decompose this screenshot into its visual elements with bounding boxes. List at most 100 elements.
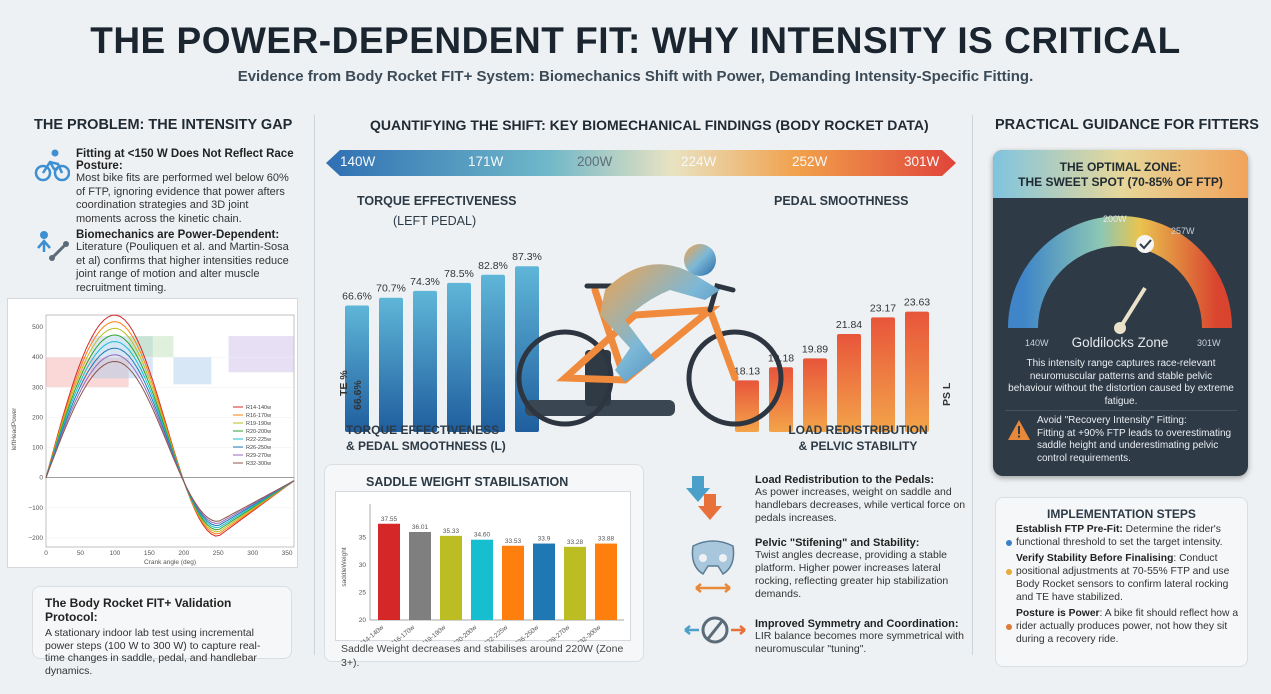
moment-legend-item: R19-190w	[246, 421, 271, 427]
saddle-x-tick: R22-225w	[482, 624, 509, 642]
guidance-section-title: PRACTICAL GUIDANCE FOR FITTERS	[995, 117, 1259, 133]
step-heading: Verify Stability Before Finalising	[1016, 552, 1174, 564]
cyclist-figure	[600, 244, 720, 382]
moment-x-label: Crank angle (deg)	[144, 559, 196, 566]
saddle-bar	[564, 546, 586, 620]
optimal-zone-card: THE OPTIMAL ZONE: THE SWEET SPOT (70-85%…	[993, 150, 1248, 476]
moment-x-tick: 250	[213, 550, 224, 557]
saddle-bar	[440, 535, 462, 620]
problem-2-heading: Biomechanics are Power-Dependent:	[76, 229, 280, 241]
finding-3-heading: Improved Symmetry and Coordination:	[755, 618, 959, 630]
power-scale-label: 171W	[468, 154, 504, 169]
moment-y-tick: 300	[32, 384, 43, 391]
zone-description: This intensity range captures race-relev…	[1008, 358, 1234, 407]
step-text: Determine the rider's functional thresho…	[1016, 524, 1223, 549]
saddle-x-tick: R20-200w	[451, 624, 478, 642]
problem-1-text: Most bike fits are performed wel below 6…	[76, 172, 289, 225]
smoothness-title: PEDAL SMOOTHNESS	[774, 194, 909, 208]
warning-box: Avoid "Recovery Intensity" Fitting: Fitt…	[1005, 410, 1237, 466]
biomechanics-icon	[34, 228, 70, 264]
moment-curve	[45, 341, 295, 529]
implementation-card: IMPLEMENTATION STEPS Establish FTP Pre-F…	[995, 497, 1248, 667]
bottom-left-caption-line1: TORQUE EFFECTIVENESS	[346, 423, 500, 437]
gauge-label-301: 301W	[1197, 338, 1221, 348]
moment-legend-item: R22-225w	[246, 437, 271, 443]
power-scale-label: 252W	[792, 154, 828, 169]
power-scale-arrow	[326, 146, 956, 180]
power-scale-label: 140W	[340, 154, 376, 169]
moment-legend-item: R14-140w	[246, 405, 271, 411]
divider-right	[972, 115, 973, 655]
warning-icon	[1008, 420, 1030, 440]
ps-bar-value: 18.13	[734, 365, 760, 377]
te-bar-value: 87.3%	[512, 251, 542, 263]
page-subtitle: Evidence from Body Rocket FIT+ System: B…	[237, 68, 1034, 85]
saddle-y-tick: 25	[359, 590, 367, 597]
te-bar	[345, 305, 369, 432]
power-scale-label: 200W	[577, 154, 613, 169]
finding-2-heading: Pelvic "Stifening" and Stability:	[755, 537, 920, 549]
bottom-right-caption: LOAD REDISTRIBUTION & PELVIC STABILITY	[783, 422, 933, 454]
saddle-x-tick: R19-190w	[420, 624, 447, 642]
moment-legend-item: R20-200w	[246, 429, 271, 435]
problem-2-text: Literature (Pouliquen et al. and Martin-…	[76, 241, 289, 294]
ps-bar	[905, 311, 929, 432]
bottom-right-caption-line2: & PELVIC STABILITY	[798, 439, 918, 453]
saddle-bar-value: 33.53	[505, 538, 522, 545]
ps-bar	[803, 358, 827, 432]
saddle-bar-value: 36.01	[412, 524, 429, 531]
implementation-step: Posture is Power: A bike fit should refl…	[1006, 607, 1239, 647]
saddle-y-tick: 30	[359, 562, 367, 569]
step-heading: Establish FTP Pre-Fit:	[1016, 524, 1123, 535]
step-text: : Conduct positional adjustments at 70-5…	[1016, 552, 1230, 604]
problem-1-heading: Fitting at <150 W Does Not Reflect Race …	[76, 148, 294, 172]
te-bar	[447, 282, 471, 432]
saddle-bar	[471, 539, 493, 620]
saddle-x-tick: R16-170w	[389, 624, 416, 642]
saddle-bar	[378, 523, 400, 620]
moment-y-tick: 400	[32, 354, 43, 361]
moment-curve	[45, 347, 295, 527]
saddle-bar-value: 34.60	[474, 532, 491, 539]
te-axis-label: TE %	[338, 370, 350, 396]
ps-bar-value: 21.84	[836, 319, 862, 331]
moment-x-tick: 350	[282, 550, 293, 557]
saddle-chart: saddleWeight 35 30 25 20 37.55 R14-140w 36.01 R1…	[335, 491, 631, 649]
gauge-caption: Goldilocks Zone	[1072, 335, 1169, 350]
findings-illustration: 66.6% 70.7% 74.3% 78.5% 82.8% 87.3% 18.13 19.1…	[325, 220, 955, 460]
te-bar	[481, 274, 505, 432]
moment-x-tick: 100	[109, 550, 120, 557]
finding-1: Load Redistribution to the Pedals: As po…	[755, 474, 970, 525]
torque-title: TORQUE EFFECTIVENESS	[357, 194, 517, 208]
moment-x-tick: 50	[77, 550, 85, 557]
moment-legend-item: R32-300w	[246, 461, 271, 467]
ps-bar-value: 19.89	[802, 343, 828, 355]
saddle-x-tick: R32-300w	[575, 624, 602, 642]
saddle-bar-value: 33.88	[598, 536, 615, 543]
problem-section-title: THE PROBLEM: THE INTENSITY GAP	[34, 117, 293, 133]
moment-y-tick: 200	[32, 414, 43, 421]
bottom-left-caption-line2: & PEDAL SMOOTHNESS (L)	[346, 439, 506, 453]
moment-x-tick: 300	[247, 550, 258, 557]
moment-x-tick: 200	[178, 550, 189, 557]
step-bullet	[1006, 623, 1012, 630]
te-bar-value: 78.5%	[444, 268, 474, 280]
ps-bar	[769, 367, 793, 432]
goldilocks-gauge: 140W 200W 257W 301W Goldilocks Zone	[1008, 214, 1232, 350]
te-bar	[379, 297, 403, 432]
saddle-card: SADDLE WEIGHT STABILISATION saddleWeight…	[324, 464, 644, 669]
crank-symmetry-icon	[683, 612, 747, 648]
torque-subtitle: (LEFT PEDAL)	[393, 214, 477, 228]
warning-heading: Avoid "Recovery Intensity" Fitting:	[1037, 415, 1187, 426]
saddle-bar	[533, 543, 555, 620]
moment-curve	[45, 360, 295, 522]
moment-curve	[45, 321, 295, 535]
moment-curve	[45, 354, 295, 525]
saddle-bar	[409, 532, 431, 620]
saddle-y-tick: 20	[359, 617, 367, 624]
moment-y-label: leftHeadPower	[11, 407, 18, 450]
ps-bar-value: 23.17	[870, 302, 896, 314]
power-scale-label: 301W	[904, 154, 940, 169]
saddle-x-tick: R26-250w	[513, 624, 540, 642]
protocol-heading: The Body Rocket FIT+ Validation Protocol…	[45, 596, 232, 624]
